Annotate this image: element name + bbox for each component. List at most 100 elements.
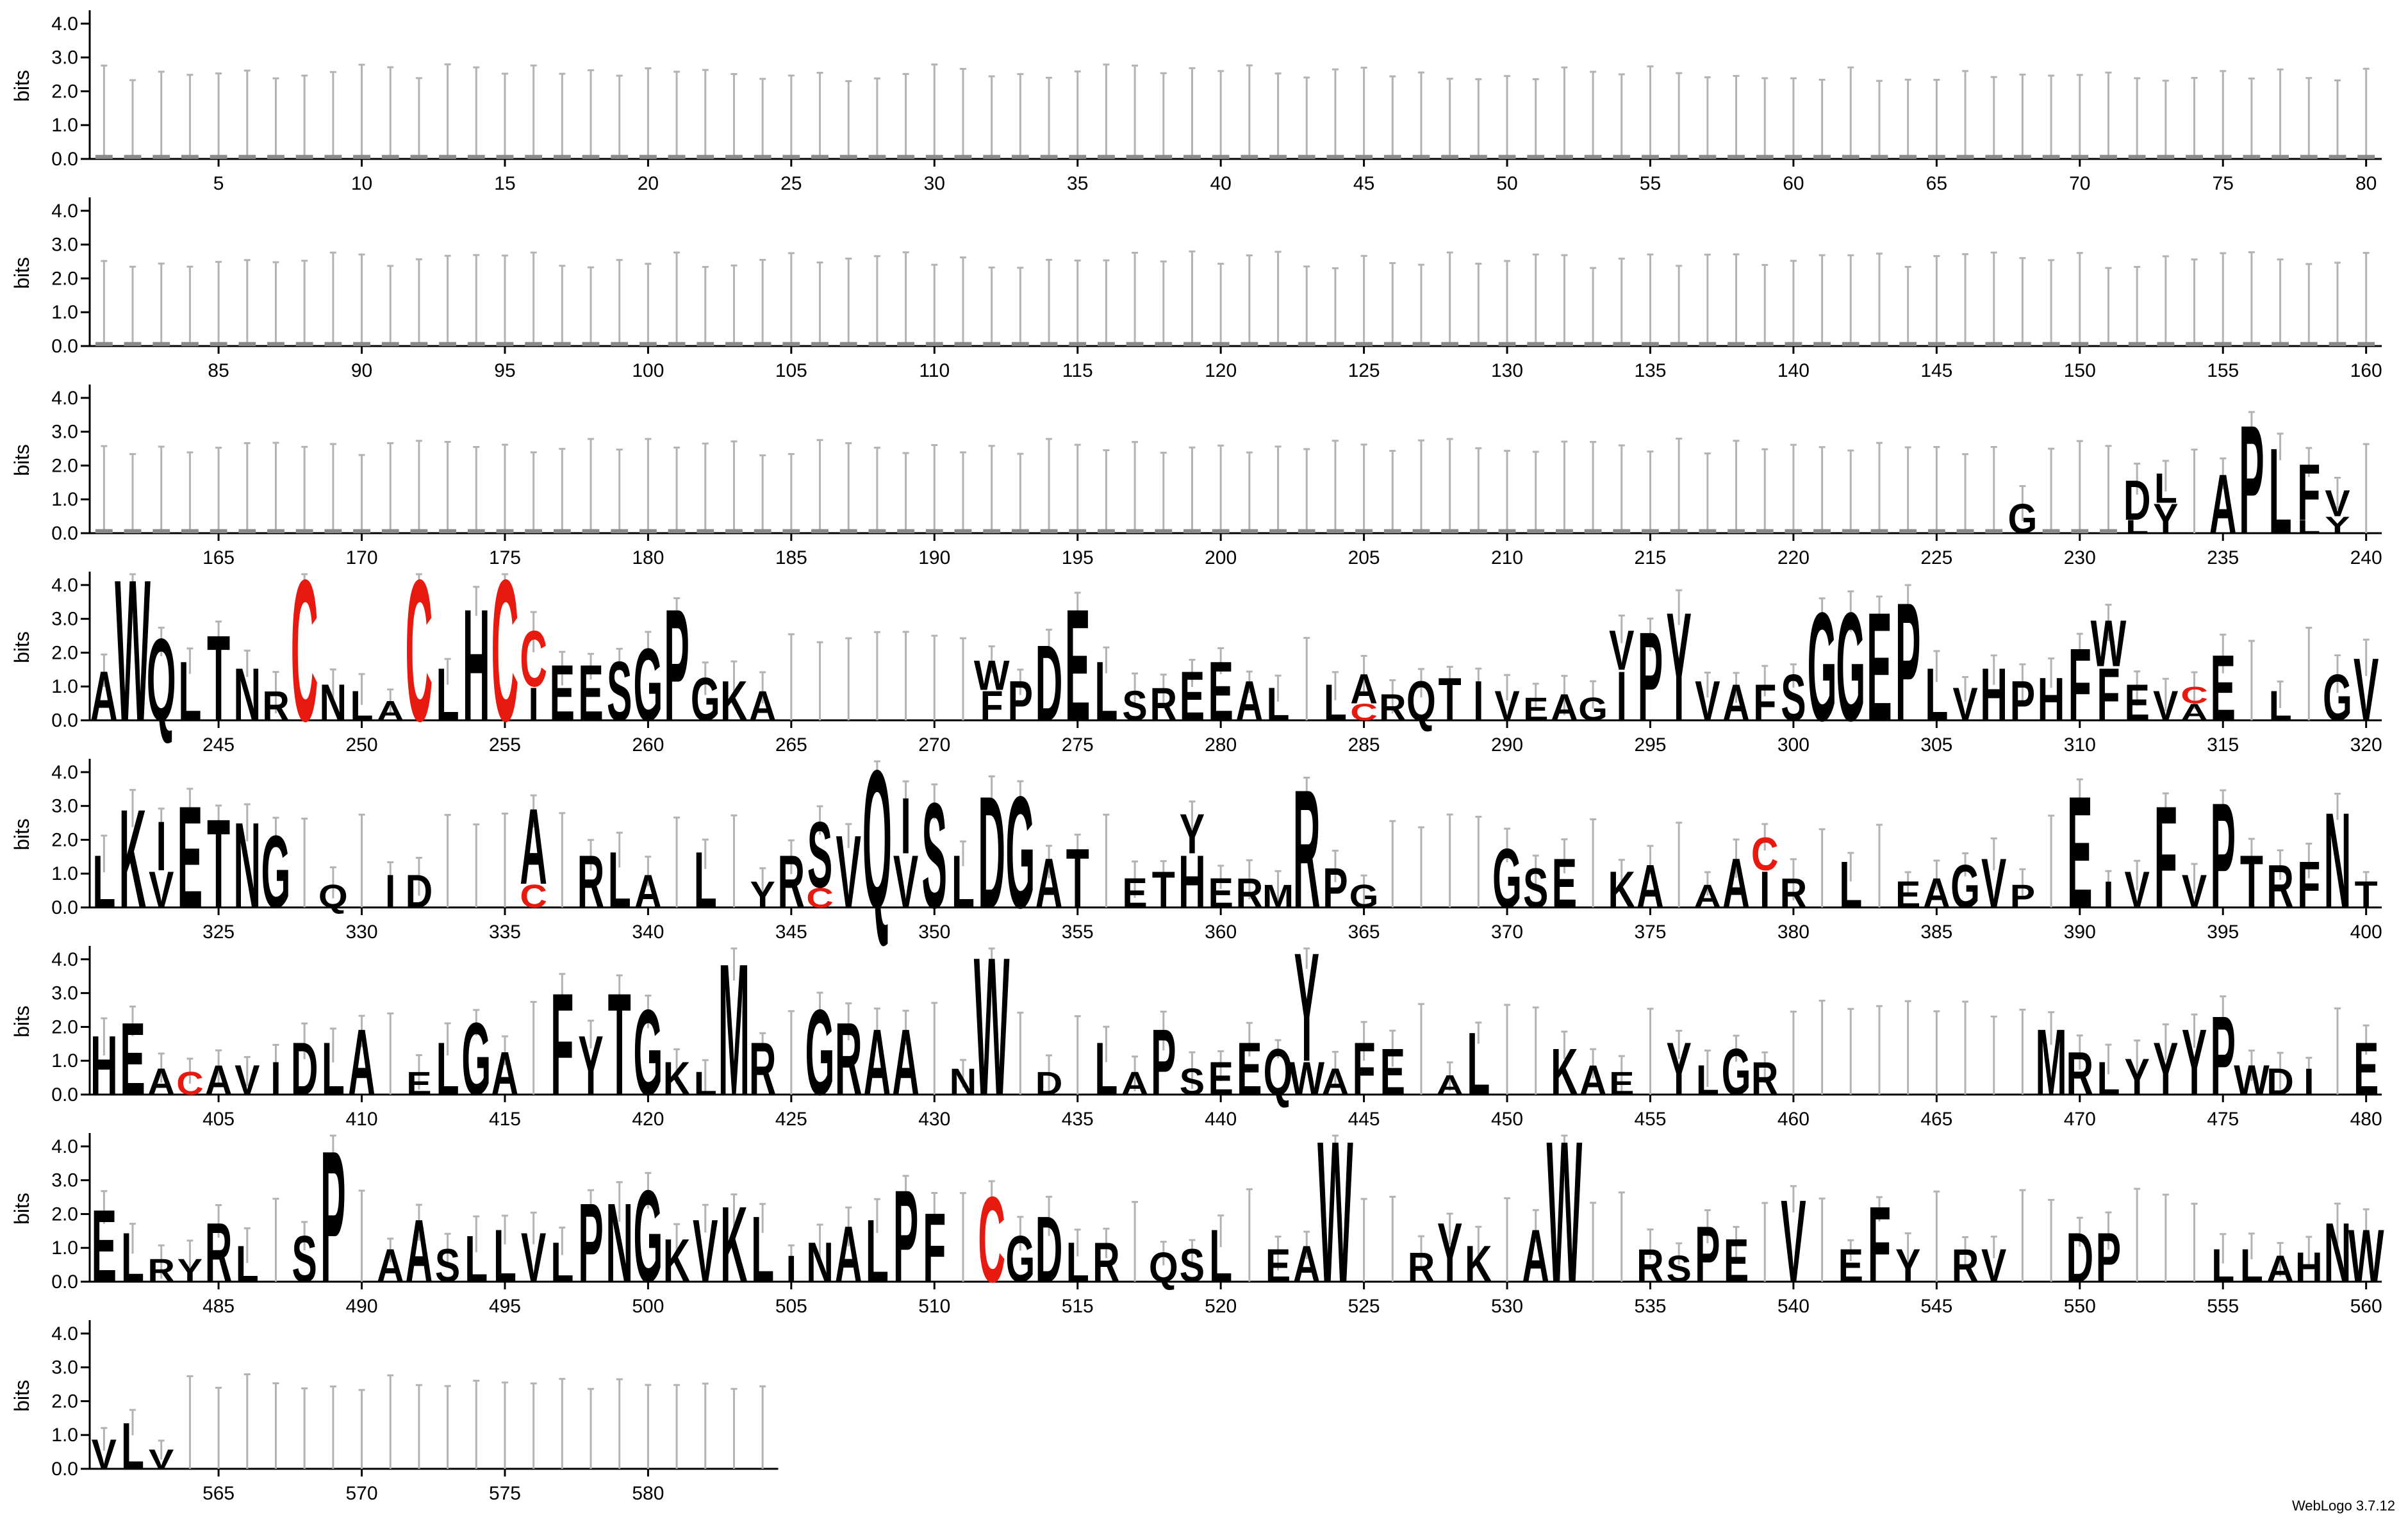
x-tick-label: 370 <box>1491 922 1523 943</box>
y-axis-label: bits <box>10 70 33 102</box>
logo-letter: Y <box>2124 1048 2149 1105</box>
logo-letter: F <box>980 682 1003 730</box>
logo-letter: E <box>1208 643 1233 738</box>
logo-letter: L <box>350 682 374 730</box>
filler-mark <box>1899 154 1917 159</box>
x-tick-label: 115 <box>1062 360 1093 381</box>
y-tick-label: 3.0 <box>51 609 78 630</box>
filler-mark <box>582 529 600 533</box>
y-tick-label: 2.0 <box>51 1016 78 1038</box>
filler-mark <box>324 342 342 346</box>
y-tick-label: 3.0 <box>51 1170 78 1191</box>
x-tick-label: 260 <box>632 734 664 756</box>
logo-letter: I <box>270 1053 281 1105</box>
filler-mark <box>410 342 428 346</box>
logo-letter: V <box>1609 618 1634 682</box>
x-tick-label: 525 <box>1348 1296 1380 1317</box>
x-tick-label: 400 <box>2350 922 2382 943</box>
x-tick-label: 220 <box>1777 547 1810 568</box>
filler-mark <box>868 342 886 346</box>
filler-mark <box>2071 342 2089 346</box>
logo-letter: K <box>720 1184 748 1305</box>
logo-letter: M <box>718 925 750 1134</box>
x-tick-label: 155 <box>2207 360 2239 381</box>
filler-mark <box>467 342 485 346</box>
filler-mark <box>1241 342 1258 346</box>
logo-letter: A <box>1579 1057 1607 1104</box>
logo-letter: S <box>435 1240 460 1293</box>
logo-letter: R <box>577 840 605 923</box>
filler-mark <box>1756 342 1774 346</box>
filler-mark <box>1927 529 1945 533</box>
x-tick-label: 130 <box>1491 360 1523 381</box>
filler-mark <box>1556 154 1573 159</box>
logo-letter: D <box>291 1027 318 1111</box>
logo-letter: H <box>1178 840 1206 923</box>
filler-mark <box>553 342 571 346</box>
logo-letter: A <box>1293 1235 1321 1293</box>
filler-mark <box>1785 342 1802 346</box>
filler-mark <box>1183 529 1201 533</box>
logo-letter: F <box>2097 652 2120 736</box>
logo-letter: N <box>233 797 261 933</box>
logo-letter: V <box>92 1431 117 1478</box>
x-tick-label: 280 <box>1205 734 1237 756</box>
filler-mark <box>1212 342 1230 346</box>
x-tick-label: 410 <box>346 1109 378 1130</box>
logo-letter: R <box>262 682 290 730</box>
filler-mark <box>525 529 543 533</box>
logo-letter: A <box>406 1201 433 1301</box>
filler-mark <box>897 342 914 346</box>
logo-letter: R <box>1751 1053 1779 1105</box>
logo-letter: V <box>1494 682 1520 730</box>
logo-letter: V <box>2153 682 2179 730</box>
x-tick-label: 565 <box>202 1483 235 1504</box>
x-tick-label: 195 <box>1062 547 1094 568</box>
filler-mark <box>1870 529 1888 533</box>
x-tick-label: 125 <box>1348 360 1380 381</box>
filler-mark <box>782 154 800 159</box>
filler-mark <box>496 529 514 533</box>
x-tick-label: 350 <box>918 922 950 943</box>
filler-mark <box>2100 154 2117 159</box>
logo-letter: K <box>119 781 147 938</box>
logo-letter: W <box>115 538 151 764</box>
filler-mark <box>153 154 170 159</box>
logo-letter: I <box>528 679 538 731</box>
x-tick-label: 5 <box>213 173 224 194</box>
logo-letter: F <box>550 964 573 1126</box>
logo-letter: G <box>1349 878 1379 915</box>
logo-letter: E <box>1895 874 1920 916</box>
logo-letter: P <box>1008 669 1033 732</box>
y-tick-label: 0.0 <box>51 1271 78 1293</box>
filler-mark <box>2329 154 2346 159</box>
logo-letter: I <box>156 806 167 885</box>
filler-mark <box>181 529 199 533</box>
logo-letter: Y <box>2153 1027 2178 1111</box>
logo-letter: G <box>805 984 835 1120</box>
logo-letter: R <box>835 1001 862 1117</box>
logo-letter: R <box>1780 870 1808 917</box>
y-axis-label: bits <box>10 631 33 663</box>
filler-mark <box>1126 529 1144 533</box>
filler-mark <box>2042 154 2060 159</box>
filler-mark <box>439 529 456 533</box>
filler-mark <box>353 342 370 346</box>
logo-letter: E <box>1122 870 1147 917</box>
y-axis-label: bits <box>10 1380 33 1412</box>
x-tick-label: 65 <box>1926 173 1947 194</box>
logo-letter: K <box>663 1053 691 1105</box>
x-tick-label: 160 <box>2350 360 2382 381</box>
logo-letter: G <box>1808 581 1837 754</box>
logo-letter: C <box>520 615 547 704</box>
logo-letter: A <box>1923 870 1950 917</box>
logo-letter: C <box>806 882 834 914</box>
logo-letter: M <box>1262 878 1294 915</box>
logo-letter: L <box>1209 1214 1232 1298</box>
logo-letter: N <box>806 1230 834 1294</box>
logo-letter: E <box>1867 581 1892 754</box>
filler-mark <box>353 154 370 159</box>
filler-mark <box>1985 529 2003 533</box>
filler-mark <box>954 154 972 159</box>
logo-letter: P <box>2010 669 2035 732</box>
